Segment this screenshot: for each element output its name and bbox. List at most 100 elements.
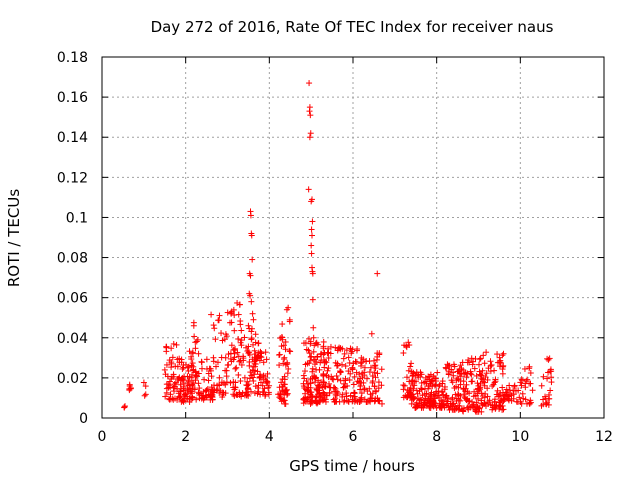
data-point [230, 306, 237, 313]
data-point [248, 325, 255, 332]
data-point [320, 356, 327, 363]
data-point [326, 389, 333, 396]
data-point [426, 383, 433, 390]
data-point [540, 396, 547, 403]
data-point [345, 398, 352, 405]
data-point [191, 333, 198, 340]
data-point [325, 349, 332, 356]
data-point [332, 385, 339, 392]
data-point [237, 339, 244, 346]
data-point [308, 242, 315, 249]
data-point [369, 379, 376, 386]
data-point [286, 347, 293, 354]
data-point [184, 395, 191, 402]
data-point [277, 391, 284, 398]
data-point [244, 384, 251, 391]
data-point [214, 359, 221, 366]
data-point [219, 394, 226, 401]
data-point [308, 198, 315, 205]
data-point [126, 383, 133, 390]
data-point [248, 372, 255, 379]
data-point [188, 362, 195, 369]
data-point [256, 373, 263, 380]
data-point [484, 399, 491, 406]
data-point [348, 350, 355, 357]
data-point [430, 403, 437, 410]
data-point [324, 367, 331, 374]
data-point [490, 381, 497, 388]
data-point [314, 354, 321, 361]
x-tick-label: 4 [265, 429, 274, 445]
data-point [459, 359, 466, 366]
data-point [310, 324, 317, 331]
data-point [466, 397, 473, 404]
data-point [204, 385, 211, 392]
data-point [411, 382, 418, 389]
data-point [313, 366, 320, 373]
data-point [331, 398, 338, 405]
data-point [542, 395, 549, 402]
data-point [423, 397, 430, 404]
data-point [337, 368, 344, 375]
data-point [474, 380, 481, 387]
data-point [308, 226, 315, 233]
data-point [434, 369, 441, 376]
data-point [515, 387, 522, 394]
data-point [185, 363, 192, 370]
data-point [252, 331, 259, 338]
data-point [179, 376, 186, 383]
data-point [250, 316, 257, 323]
data-point [526, 400, 533, 407]
data-point [321, 364, 328, 371]
data-point [276, 384, 283, 391]
data-point [302, 361, 309, 368]
data-point [173, 341, 180, 348]
data-point [215, 317, 222, 324]
data-point [302, 390, 309, 397]
data-point [361, 364, 368, 371]
data-point [244, 382, 251, 389]
data-point [250, 341, 257, 348]
data-point [308, 353, 315, 360]
data-point [403, 374, 410, 381]
data-point [207, 396, 214, 403]
data-point [481, 400, 488, 407]
data-point [354, 378, 361, 385]
data-point [334, 376, 341, 383]
y-tick-label: 0.02 [57, 371, 88, 387]
data-point [529, 387, 536, 394]
data-point [351, 373, 358, 380]
data-point [284, 359, 291, 366]
y-tick-label: 0.08 [57, 251, 88, 267]
data-point [259, 389, 266, 396]
data-point [249, 310, 256, 317]
data-point [424, 376, 431, 383]
data-point [347, 345, 354, 352]
data-point [248, 335, 255, 342]
data-point [244, 391, 251, 398]
data-point [247, 292, 254, 299]
data-point [496, 399, 503, 406]
data-point [501, 396, 508, 403]
data-point [259, 382, 266, 389]
data-point [222, 354, 229, 361]
data-point [264, 379, 271, 386]
data-point [450, 369, 457, 376]
data-point [421, 401, 428, 408]
y-tick-label: 0.16 [57, 90, 88, 106]
data-point [214, 382, 221, 389]
data-point [304, 387, 311, 394]
data-point [231, 312, 238, 319]
data-point [281, 373, 288, 380]
data-point [168, 360, 175, 367]
data-point [244, 348, 251, 355]
data-point [501, 391, 508, 398]
data-point [322, 383, 329, 390]
data-point [234, 299, 241, 306]
data-point [184, 382, 191, 389]
data-point [235, 335, 242, 342]
data-point [180, 385, 187, 392]
data-point [142, 383, 149, 390]
data-point [203, 356, 210, 363]
